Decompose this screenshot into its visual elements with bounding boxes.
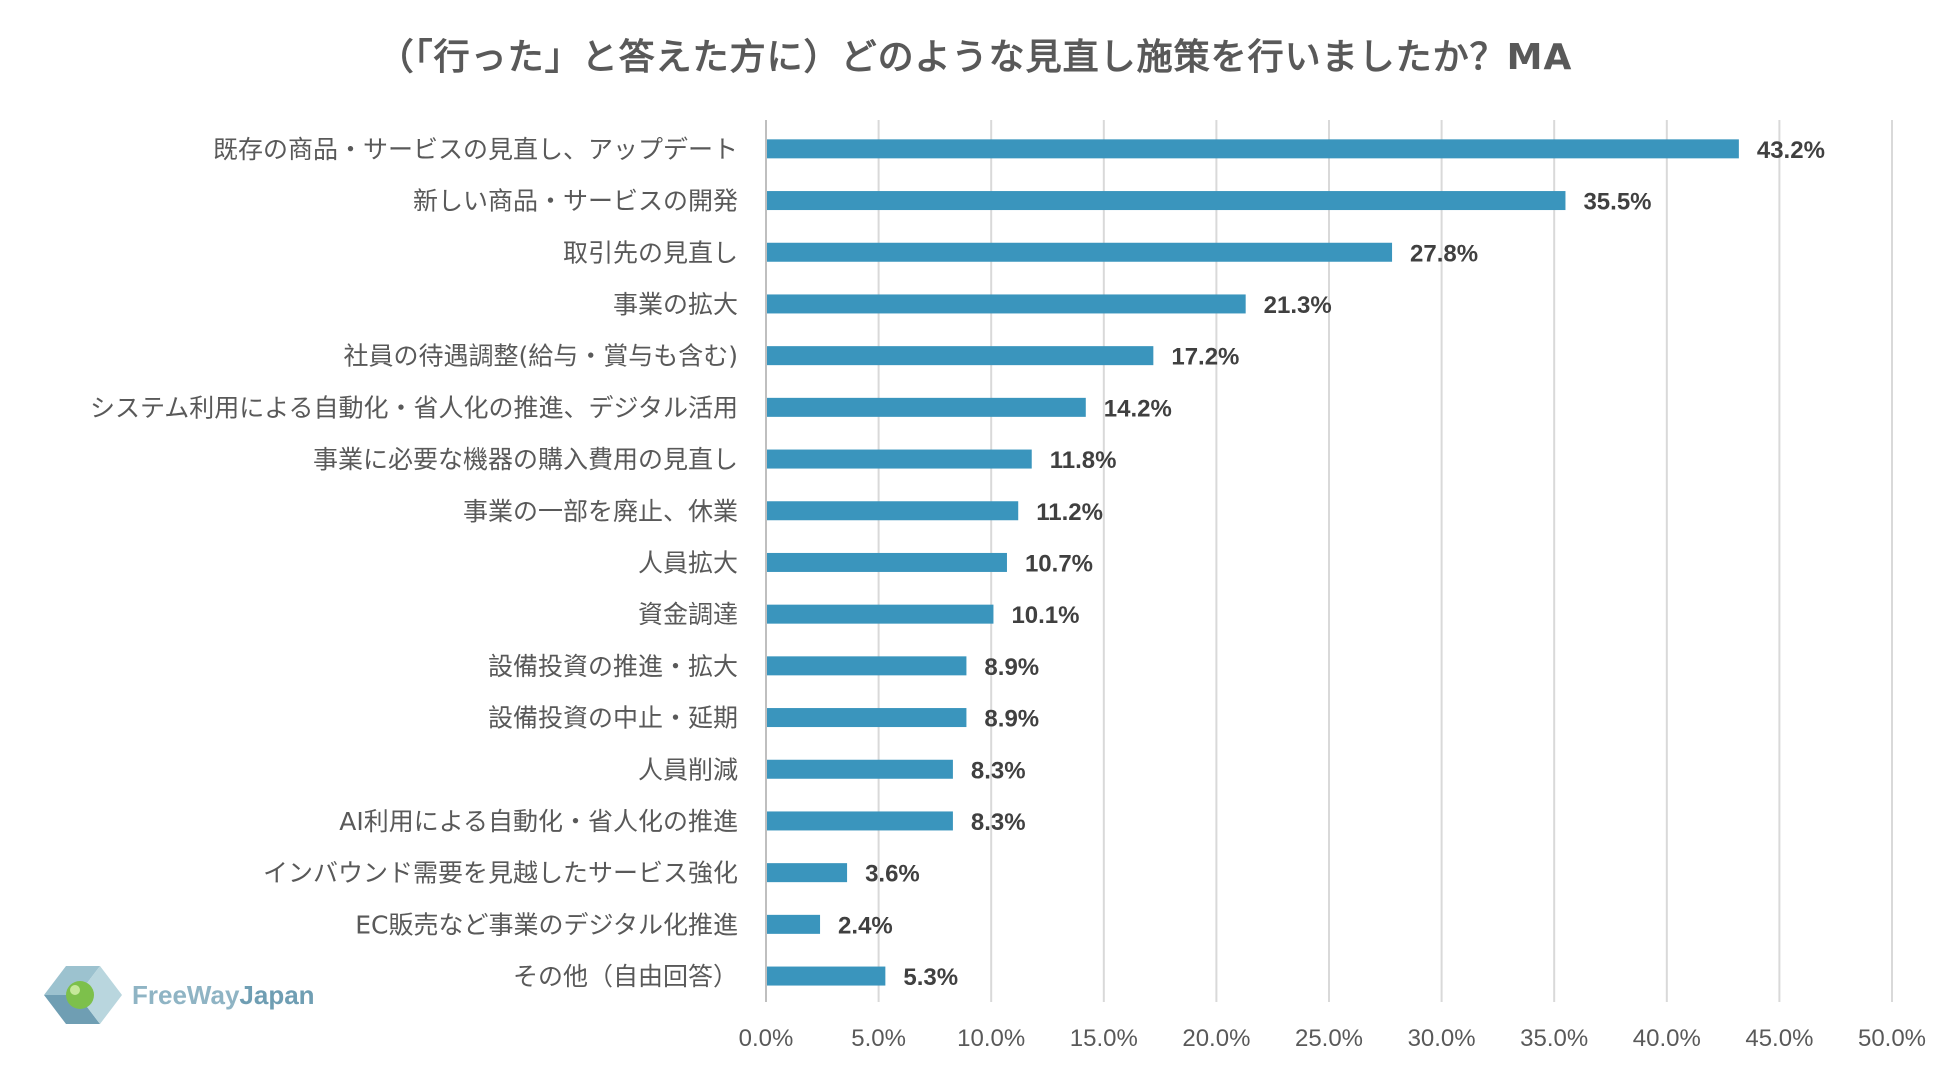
bar — [767, 242, 1393, 262]
bar — [767, 604, 994, 624]
category-label: 新しい商品・サービスの開発 — [413, 187, 738, 216]
category-label: 事業の拡大 — [613, 290, 738, 319]
data-label: 10.1% — [1011, 602, 1079, 629]
data-label: 21.3% — [1264, 292, 1332, 319]
bar — [767, 811, 953, 831]
data-label: 5.3% — [903, 964, 958, 991]
x-tick-label: 15.0% — [1070, 1025, 1138, 1052]
bar — [767, 449, 1032, 469]
x-tick-label: 40.0% — [1633, 1025, 1701, 1052]
bar — [767, 656, 967, 676]
category-label: AI利用による自動化・省人化の推進 — [339, 807, 738, 836]
x-tick-label: 20.0% — [1182, 1025, 1250, 1052]
bar — [767, 708, 967, 728]
category-label: EC販売など事業のデジタル化推進 — [355, 910, 738, 939]
data-label: 8.9% — [984, 706, 1039, 733]
x-tick-label: 50.0% — [1858, 1025, 1926, 1052]
bar — [767, 759, 953, 779]
bar — [767, 863, 848, 883]
data-label: 14.2% — [1104, 395, 1172, 422]
category-label: 設備投資の推進・拡大 — [488, 652, 738, 681]
category-label: 取引先の見直し — [563, 238, 738, 267]
bar — [767, 139, 1739, 159]
data-label: 10.7% — [1025, 550, 1093, 577]
data-label: 3.6% — [865, 861, 920, 888]
bar — [767, 397, 1086, 417]
logo-text: FreeWayJapan — [132, 980, 315, 1010]
category-label: 資金調達 — [638, 600, 738, 629]
logo-mark-icon — [44, 966, 122, 1024]
company-logo: FreeWayJapan — [40, 960, 320, 1030]
category-label: 人員削減 — [638, 755, 738, 784]
data-label: 17.2% — [1171, 344, 1239, 371]
bar — [767, 191, 1566, 211]
data-label: 8.3% — [971, 757, 1026, 784]
x-tick-label: 30.0% — [1408, 1025, 1476, 1052]
category-label: その他（自由回答） — [513, 962, 738, 991]
category-label: 事業の一部を廃止、休業 — [463, 497, 738, 526]
x-tick-label: 5.0% — [851, 1025, 906, 1052]
category-label: インバウンド需要を見越したサービス強化 — [263, 859, 738, 888]
x-tick-label: 0.0% — [739, 1025, 794, 1052]
bar — [767, 501, 1019, 521]
category-label: 既存の商品・サービスの見直し、アップデート — [213, 135, 738, 164]
x-tick-label: 10.0% — [957, 1025, 1025, 1052]
category-label: 人員拡大 — [638, 548, 738, 577]
data-label: 2.4% — [838, 912, 893, 939]
bar — [767, 552, 1007, 572]
category-label: 事業に必要な機器の購入費用の見直し — [313, 445, 738, 474]
chart-title: （「行った」と答えた方に）どのような見直し施策を行いましたか？MA — [377, 37, 1573, 78]
category-label: システム利用による自動化・省人化の推進、デジタル活用 — [90, 393, 738, 422]
category-label: 社員の待遇調整(給与・賞与も含む) — [343, 342, 738, 371]
x-tick-label: 45.0% — [1745, 1025, 1813, 1052]
data-label: 43.2% — [1757, 137, 1825, 164]
data-label: 8.9% — [984, 654, 1039, 681]
category-label: 設備投資の中止・延期 — [488, 704, 738, 733]
bar — [767, 914, 821, 934]
bar — [767, 346, 1154, 366]
data-label: 27.8% — [1410, 240, 1478, 267]
data-label: 8.3% — [971, 809, 1026, 836]
data-label: 11.2% — [1036, 499, 1103, 526]
bar — [767, 966, 886, 986]
x-tick-label: 35.0% — [1520, 1025, 1588, 1052]
x-tick-label: 25.0% — [1295, 1025, 1363, 1052]
data-label: 35.5% — [1583, 189, 1651, 216]
data-label: 11.8% — [1050, 447, 1117, 474]
bar — [767, 294, 1246, 314]
